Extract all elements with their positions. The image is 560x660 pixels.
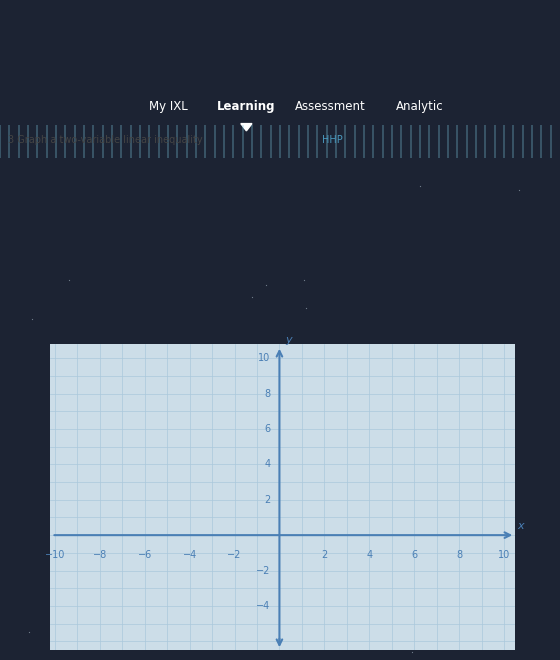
Text: 10: 10 — [498, 550, 510, 560]
Text: My IXL: My IXL — [148, 100, 188, 113]
Text: 6: 6 — [411, 550, 417, 560]
Text: −8: −8 — [92, 550, 107, 560]
Point — [408, 647, 417, 657]
Text: −4: −4 — [183, 550, 197, 560]
Point — [237, 473, 246, 484]
Text: 2: 2 — [264, 495, 270, 505]
Point — [405, 508, 414, 519]
Text: −2: −2 — [256, 566, 270, 576]
Point — [300, 275, 309, 285]
Point — [64, 275, 73, 285]
Text: 4: 4 — [366, 550, 372, 560]
Point — [416, 181, 425, 191]
Text: −2: −2 — [227, 550, 242, 560]
Point — [125, 550, 134, 561]
Text: x: x — [517, 521, 524, 531]
Point — [27, 314, 36, 325]
Text: y: y — [285, 335, 292, 345]
Text: 3 Graph a two-variable linear inequality: 3 Graph a two-variable linear inequality — [8, 135, 203, 145]
Text: 10: 10 — [258, 353, 270, 363]
Point — [261, 280, 270, 290]
Point — [248, 292, 256, 303]
Text: −4: −4 — [256, 601, 270, 611]
Text: 8: 8 — [264, 389, 270, 399]
Point — [88, 609, 97, 619]
Point — [514, 185, 523, 195]
Text: −6: −6 — [138, 550, 152, 560]
Point — [302, 303, 311, 313]
Text: Learning: Learning — [217, 100, 276, 113]
Text: 8: 8 — [456, 550, 462, 560]
Text: 2: 2 — [321, 550, 328, 560]
Text: 4: 4 — [264, 459, 270, 469]
Text: Analytic: Analytic — [396, 100, 444, 113]
Text: Assessment: Assessment — [295, 100, 366, 113]
Point — [254, 348, 263, 359]
Text: −10: −10 — [45, 550, 65, 560]
Point — [25, 626, 34, 637]
Point — [55, 518, 64, 529]
Text: HHP: HHP — [322, 135, 343, 145]
Text: 6: 6 — [264, 424, 270, 434]
Polygon shape — [241, 123, 252, 131]
Point — [220, 632, 229, 643]
